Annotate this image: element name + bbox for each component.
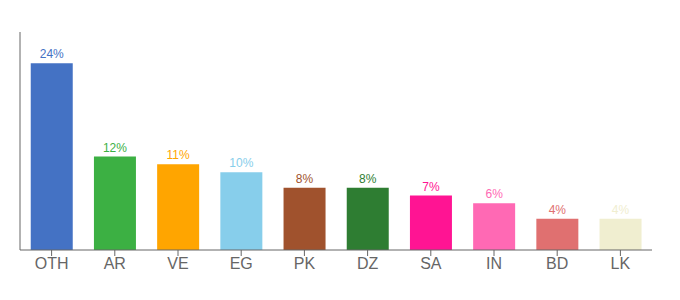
svg-text:24%: 24% [40, 47, 64, 61]
svg-text:4%: 4% [612, 203, 630, 217]
svg-text:DZ: DZ [357, 255, 379, 272]
svg-text:10%: 10% [229, 156, 253, 170]
svg-text:EG: EG [230, 255, 253, 272]
svg-text:LK: LK [611, 255, 631, 272]
svg-text:11%: 11% [167, 148, 190, 162]
svg-text:7%: 7% [422, 180, 440, 194]
svg-text:VE: VE [167, 255, 188, 272]
svg-text:IN: IN [486, 255, 502, 272]
svg-text:SA: SA [420, 255, 442, 272]
svg-text:BD: BD [546, 255, 568, 272]
svg-text:12%: 12% [103, 141, 127, 155]
svg-text:8%: 8% [296, 172, 314, 186]
svg-text:6%: 6% [485, 187, 503, 201]
svg-text:8%: 8% [359, 172, 377, 186]
svg-text:AR: AR [104, 255, 126, 272]
svg-text:OTH: OTH [35, 255, 69, 272]
svg-text:PK: PK [294, 255, 316, 272]
svg-text:4%: 4% [549, 203, 567, 217]
